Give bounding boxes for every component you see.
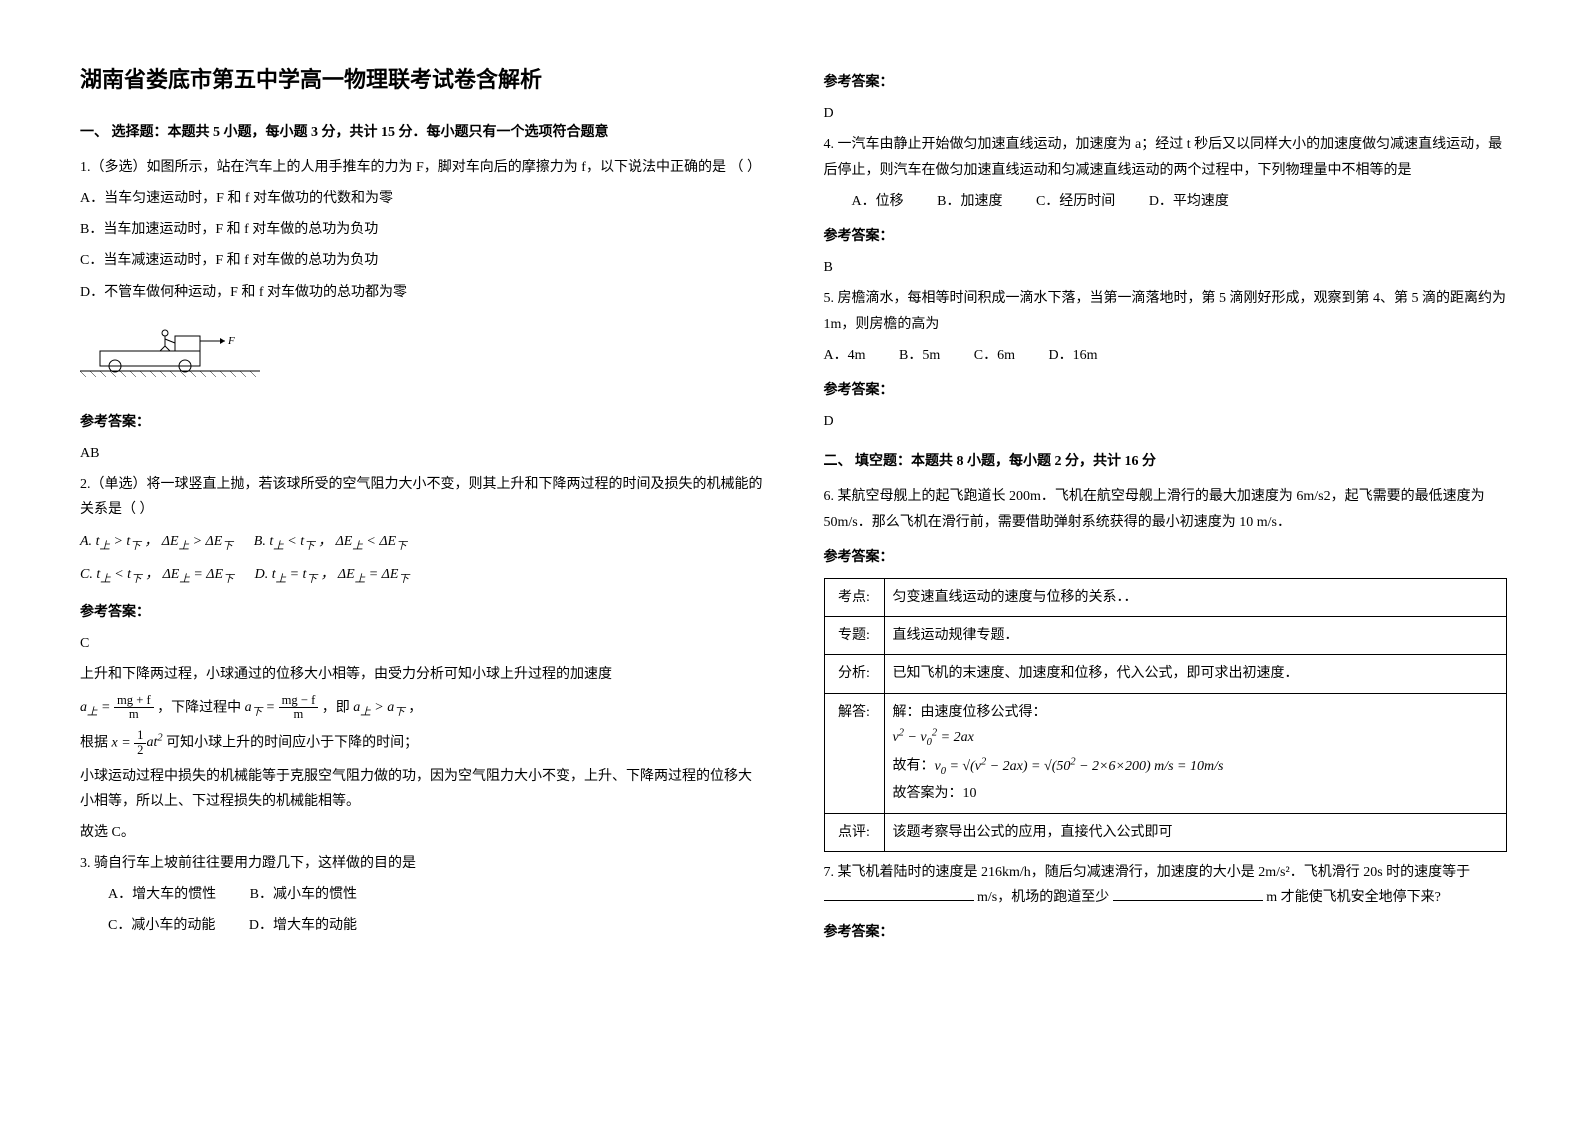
q5-answer-label: 参考答案： — [824, 378, 1508, 403]
table-cell-content: 直线运动规律专题． — [884, 617, 1507, 655]
table-cell-content: 匀变速直线运动的速度与位移的关系．． — [884, 579, 1507, 617]
q3-answer-label: 参考答案： — [824, 70, 1508, 95]
q1-optB: B．当车加速运动时，F 和 f 对车做的总功为负功 — [80, 217, 764, 242]
table-cell-label: 专题: — [824, 617, 884, 655]
section2-header: 二、 填空题：本题共 8 小题，每小题 2 分，共计 16 分 — [824, 449, 1508, 474]
table-row: 专题: 直线运动规律专题． — [824, 617, 1507, 655]
table-row: 分析: 已知飞机的末速度、加速度和位移，代入公式，即可求出初速度． — [824, 655, 1507, 693]
q7-stem: 7. 某飞机着陆时的速度是 216km/h，随后匀减速滑行，加速度的大小是 2m… — [824, 860, 1508, 910]
svg-text:F: F — [227, 335, 235, 347]
q3-stem: 3. 骑自行车上坡前往往要用力蹬几下，这样做的目的是 — [80, 851, 764, 876]
table-cell-content: 该题考察导出公式的应用，直接代入公式即可 — [884, 813, 1507, 851]
q7-answer-label: 参考答案： — [824, 920, 1508, 945]
blank-field — [824, 887, 974, 901]
q6-answer-label: 参考答案： — [824, 545, 1508, 570]
table-row: 考点: 匀变速直线运动的速度与位移的关系．． — [824, 579, 1507, 617]
blank-field — [1113, 887, 1263, 901]
q1-optA: A．当车匀速运动时，F 和 f 对车做功的代数和为零 — [80, 186, 764, 211]
q5-stem: 5. 房檐滴水，每相等时间积成一滴水下落，当第一滴落地时，第 5 滴刚好形成，观… — [824, 286, 1508, 336]
table-cell-label: 点评: — [824, 813, 884, 851]
q2-options-cd: C. t上 < t下 ， ΔE上 = ΔE下 D. t上 = t下 ， ΔE上 … — [80, 562, 764, 590]
q5-answer: D — [824, 409, 1508, 434]
q5-options: A．4m B．5m C．6m D．16m — [824, 343, 1508, 368]
q1-optD: D．不管车做何种运动，F 和 f 对车做功的总功都为零 — [80, 280, 764, 305]
table-cell-label: 考点: — [824, 579, 884, 617]
right-column: 参考答案： D 4. 一汽车由静止开始做匀加速直线运动，加速度为 a；经过 t … — [824, 60, 1508, 1062]
table-row: 点评: 该题考察导出公式的应用，直接代入公式即可 — [824, 813, 1507, 851]
table-cell-label: 分析: — [824, 655, 884, 693]
q4-answer: B — [824, 255, 1508, 280]
q2-answer-label: 参考答案： — [80, 600, 764, 625]
q1-answer-label: 参考答案： — [80, 410, 764, 435]
q2-exp8: 故选 C。 — [80, 820, 764, 845]
q2-answer: C — [80, 631, 764, 656]
q2-options-ab: A. t上 > t下 ， ΔE上 > ΔE下 B. t上 < t下 ， ΔE上 … — [80, 529, 764, 557]
q3-answer: D — [824, 101, 1508, 126]
q1-answer: AB — [80, 441, 764, 466]
table-cell-content: 解：由速度位移公式得： v2 − v02 = 2ax 故有：v0 = √(v2 … — [884, 693, 1507, 813]
q2-exp1: 上升和下降两过程，小球通过的位移大小相等，由受力分析可知小球上升过程的加速度 — [80, 662, 764, 687]
q2-exp-formula2: 根据 x = 12at2 可知小球上升的时间应小于下降的时间； — [80, 729, 764, 758]
table-cell-content: 已知飞机的末速度、加速度和位移，代入公式，即可求出初速度． — [884, 655, 1507, 693]
truck-figure: F — [80, 321, 260, 381]
q6-stem: 6. 某航空母舰上的起飞跑道长 200m．飞机在航空母舰上滑行的最大加速度为 6… — [824, 484, 1508, 534]
q3-options-ab: A．增大车的惯性 B．减小车的惯性 — [108, 882, 764, 907]
table-row: 解答: 解：由速度位移公式得： v2 − v02 = 2ax 故有：v0 = √… — [824, 693, 1507, 813]
q2-exp7: 小球运动过程中损失的机械能等于克服空气阻力做的功，因为空气阻力大小不变，上升、下… — [80, 764, 764, 814]
q1-optC: C．当车减速运动时，F 和 f 对车做的总功为负功 — [80, 248, 764, 273]
q4-stem: 4. 一汽车由静止开始做匀加速直线运动，加速度为 a；经过 t 秒后又以同样大小… — [824, 132, 1508, 182]
q1-stem: 1.（多选）如图所示，站在汽车上的人用手推车的力为 F，脚对车向后的摩擦力为 f… — [80, 155, 764, 180]
table-cell-label: 解答: — [824, 693, 884, 813]
q4-options: A．位移 B．加速度 C．经历时间 D．平均速度 — [852, 189, 1508, 214]
left-column: 湖南省娄底市第五中学高一物理联考试卷含解析 一、 选择题：本题共 5 小题，每小… — [80, 60, 764, 1062]
q6-answer-table: 考点: 匀变速直线运动的速度与位移的关系．． 专题: 直线运动规律专题． 分析:… — [824, 578, 1508, 852]
q2-exp-formula1: a上 = mg + fm ，下降过程中 a下 = mg − fm ，即 a上 >… — [80, 694, 764, 723]
section1-header: 一、 选择题：本题共 5 小题，每小题 3 分，共计 15 分．每小题只有一个选… — [80, 120, 764, 145]
exam-title: 湖南省娄底市第五中学高一物理联考试卷含解析 — [80, 60, 764, 100]
q2-stem: 2.（单选）将一球竖直上抛，若该球所受的空气阻力大小不变，则其上升和下降两过程的… — [80, 472, 764, 522]
q4-answer-label: 参考答案： — [824, 224, 1508, 249]
q3-options-cd: C．减小车的动能 D．增大车的动能 — [108, 913, 764, 938]
